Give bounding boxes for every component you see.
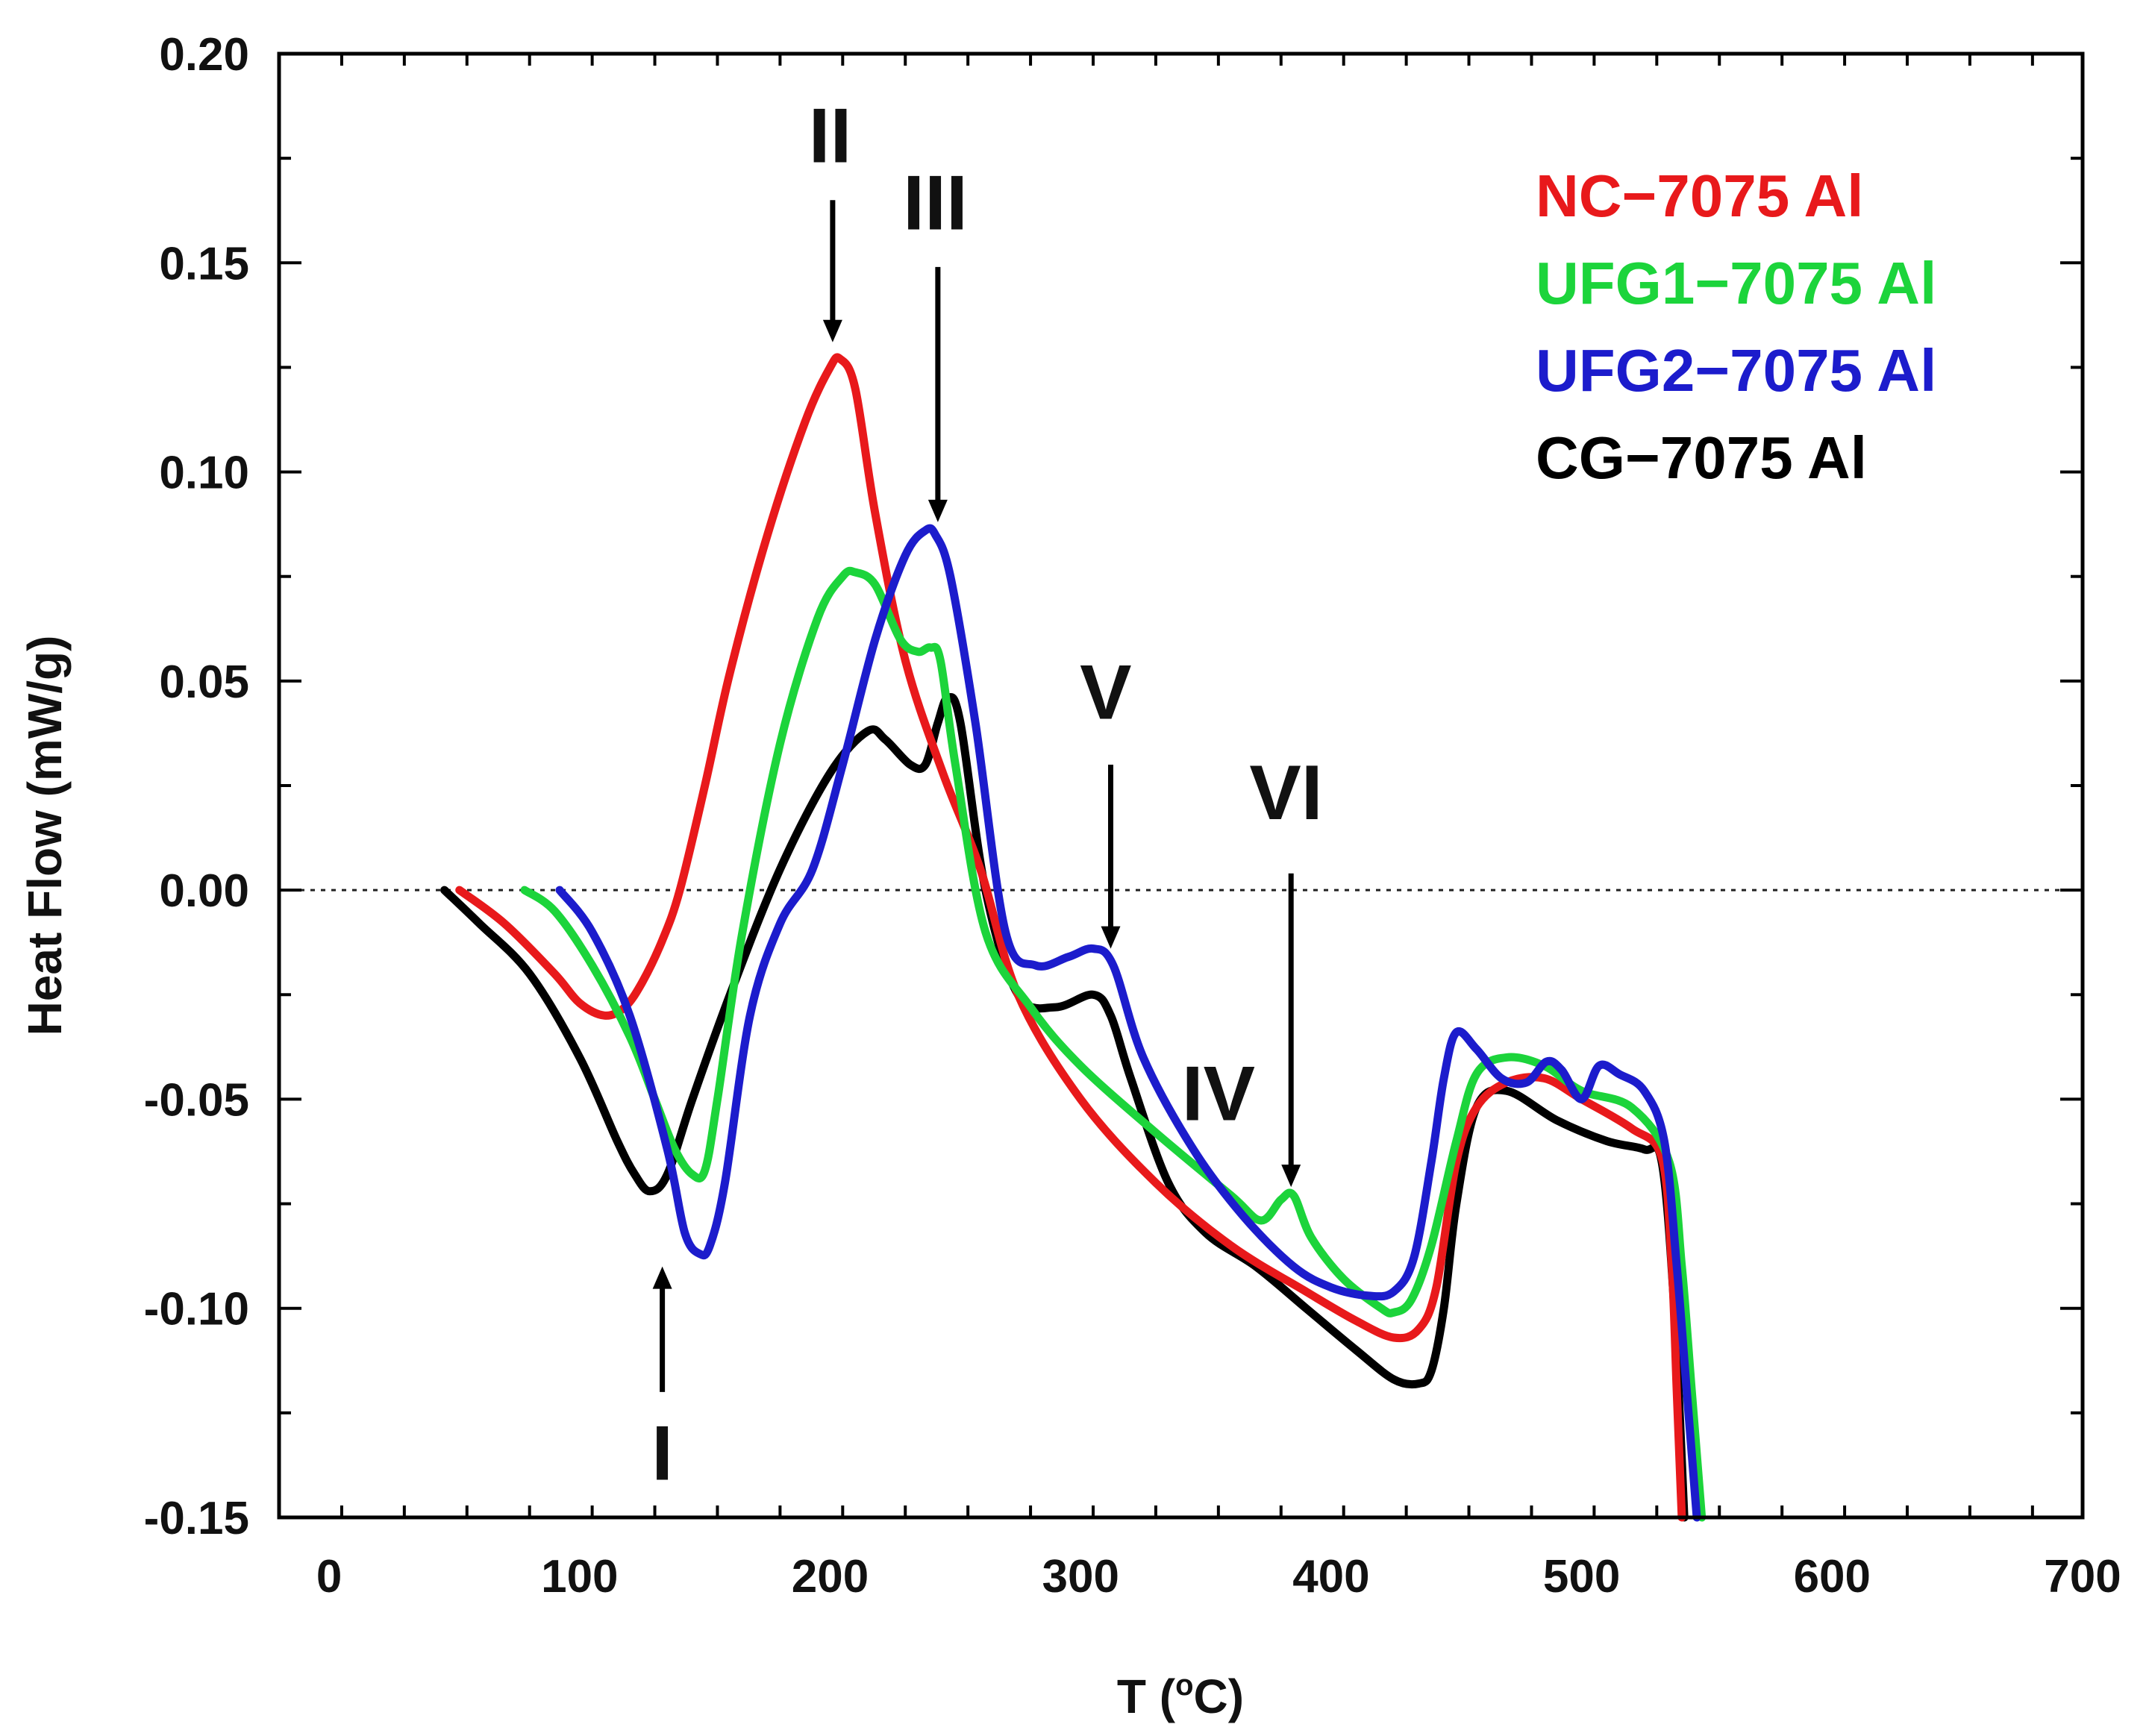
series-line-ufg2-7075-al [555,524,1701,1522]
y-tick-label: -0.10 [144,1284,249,1335]
y-axis-title: Heat Flow (mW/g) [18,636,72,1036]
annotation-label-ii: II [809,93,852,180]
series-line-ufg1-7075-al [520,566,1707,1522]
annotation-label-iv: IV [1182,1050,1255,1137]
annotation-arrow-head-i [652,1266,672,1289]
annotation-arrow-head-v [1101,926,1121,949]
x-axis-title: T (oC) [1117,1669,1244,1723]
legend: NC−7075 Al UFG1−7075 Al UFG2−7075 Al CG−707… [1536,163,1936,491]
y-tick-label: 0.00 [159,865,249,917]
x-tick-label: 700 [2044,1551,2121,1602]
annotation-arrow-head-ii [822,319,842,342]
legend-entry: NC−7075 Al [1536,163,1864,229]
annotation-arrow-head-iii [928,499,948,522]
y-tick-label: 0.15 [159,238,249,289]
series-layer [440,353,1707,1522]
x-tick-label: 0 [316,1551,342,1602]
y-tick-label: 0.20 [159,29,249,81]
annotation-label-vi: VI [1249,750,1322,836]
y-tick-label: 0.10 [159,448,249,499]
x-tick-label: 100 [541,1551,618,1602]
x-tick-label: 500 [1543,1551,1620,1602]
annotation-label-iii: III [903,160,968,246]
y-tick-label: -0.05 [144,1074,249,1126]
annotation-label-v: V [1080,649,1131,736]
legend-entry: UFG1−7075 Al [1536,250,1936,316]
x-tick-label: 600 [1794,1551,1871,1602]
annotation-arrow-head-vi [1281,1165,1301,1188]
axes-layer: 0 100 200 300 400 500 600 700 -0.15 -0.10 -0.05 0.0… [144,29,2121,1602]
y-tick-label: 0.05 [159,657,249,708]
x-tick-label: 200 [792,1551,869,1602]
x-axis-title-superscript: o [1175,1669,1193,1702]
x-tick-label: 400 [1292,1551,1369,1602]
y-tick-label: -0.15 [144,1493,249,1544]
legend-entry: UFG2−7075 Al [1536,337,1936,404]
legend-entry: CG−7075 Al [1536,424,1867,491]
x-axis-title-part-2: C) [1194,1670,1245,1723]
x-tick-label: 300 [1042,1551,1119,1602]
annotation-label-i: I [651,1411,673,1497]
x-axis-title-part-1: T ( [1117,1670,1176,1723]
